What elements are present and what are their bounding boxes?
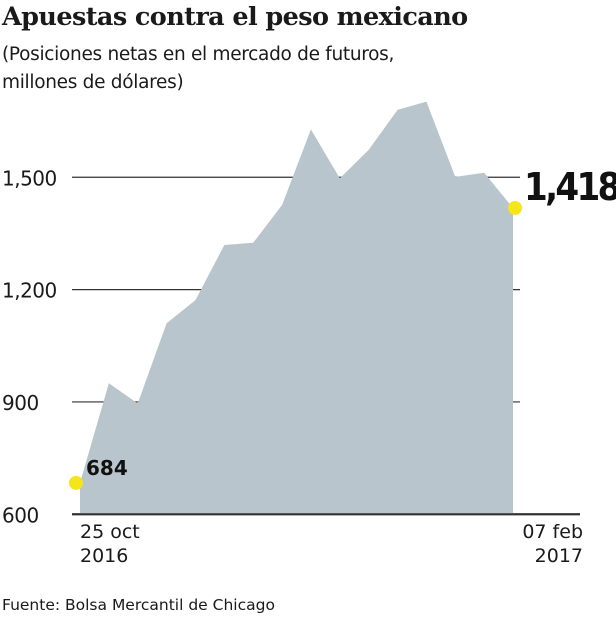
- chart-subtitle-line1: (Posiciones netas en el mercado de futur…: [2, 44, 395, 65]
- chart-subtitle-line2: millones de dólares): [2, 72, 184, 93]
- y-tick-label: 600: [2, 503, 39, 527]
- area-series: [80, 101, 513, 515]
- y-tick-label: 1,200: [2, 279, 57, 303]
- end-marker: [508, 200, 522, 215]
- x-tick-label: 25 oct: [80, 521, 140, 543]
- y-tick-label: 900: [2, 391, 39, 415]
- x-tick-label: 07 feb: [522, 521, 583, 543]
- end-value-label: 1,418: [524, 164, 616, 209]
- source-note: Fuente: Bolsa Mercantil de Chicago: [2, 596, 275, 614]
- y-tick-label: 1,500: [2, 166, 57, 190]
- x-tick-label: 2017: [535, 545, 583, 567]
- x-tick-label: 2016: [80, 545, 128, 567]
- start-marker: [69, 475, 83, 490]
- chart-title: Apuestas contra el peso mexicano: [2, 2, 468, 32]
- start-value-label: 684: [86, 456, 128, 480]
